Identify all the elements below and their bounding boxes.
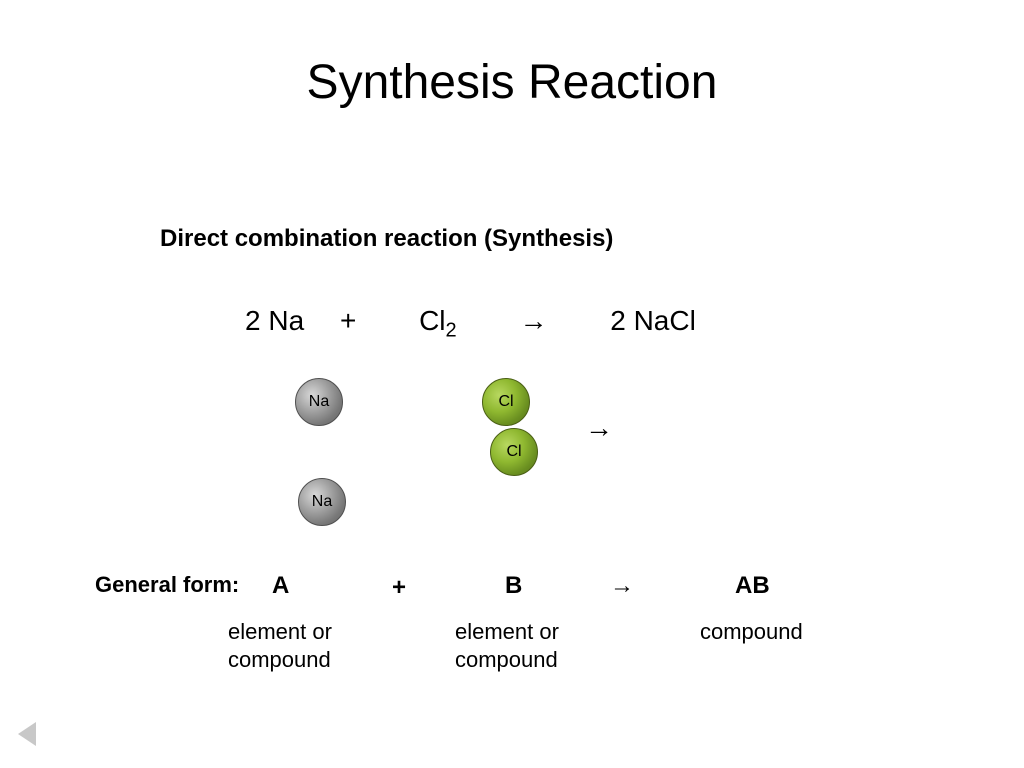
desc-ab: compound [700, 618, 803, 646]
chemical-equation: 2 Na + Cl2 → 2 NaCl [245, 305, 696, 343]
product: 2 NaCl [610, 305, 696, 337]
desc-b: element or compound [455, 618, 559, 673]
general-form-label: General form: [95, 572, 239, 598]
plus-sign: + [340, 305, 356, 337]
reaction-arrow-icon: → [585, 412, 613, 444]
atom-label: Na [309, 393, 329, 411]
sodium-atom-1: Na [295, 378, 343, 426]
page-title: Synthesis Reaction [0, 0, 1024, 110]
general-ab: AB [735, 572, 770, 600]
reactant-1: 2 Na [245, 305, 304, 337]
reactant-2: Cl2 [419, 305, 457, 343]
reactant-2-base: Cl [419, 305, 445, 336]
chlorine-atom-1: Cl [482, 378, 530, 426]
general-arrow-icon: → [610, 572, 634, 600]
atom-label: Cl [498, 393, 513, 411]
desc-a: element or compound [228, 618, 332, 673]
subtitle: Direct combination reaction (Synthesis) [160, 225, 613, 253]
general-b: B [505, 572, 522, 600]
sodium-atom-2: Na [298, 478, 346, 526]
atom-label: Cl [506, 443, 521, 461]
previous-slide-button[interactable] [18, 722, 36, 746]
chlorine-atom-2: Cl [490, 428, 538, 476]
general-plus: + [392, 574, 406, 602]
atom-label: Na [312, 493, 332, 511]
general-a: A [272, 572, 289, 600]
arrow-icon: → [519, 305, 547, 337]
reactant-2-subscript: 2 [446, 320, 457, 342]
